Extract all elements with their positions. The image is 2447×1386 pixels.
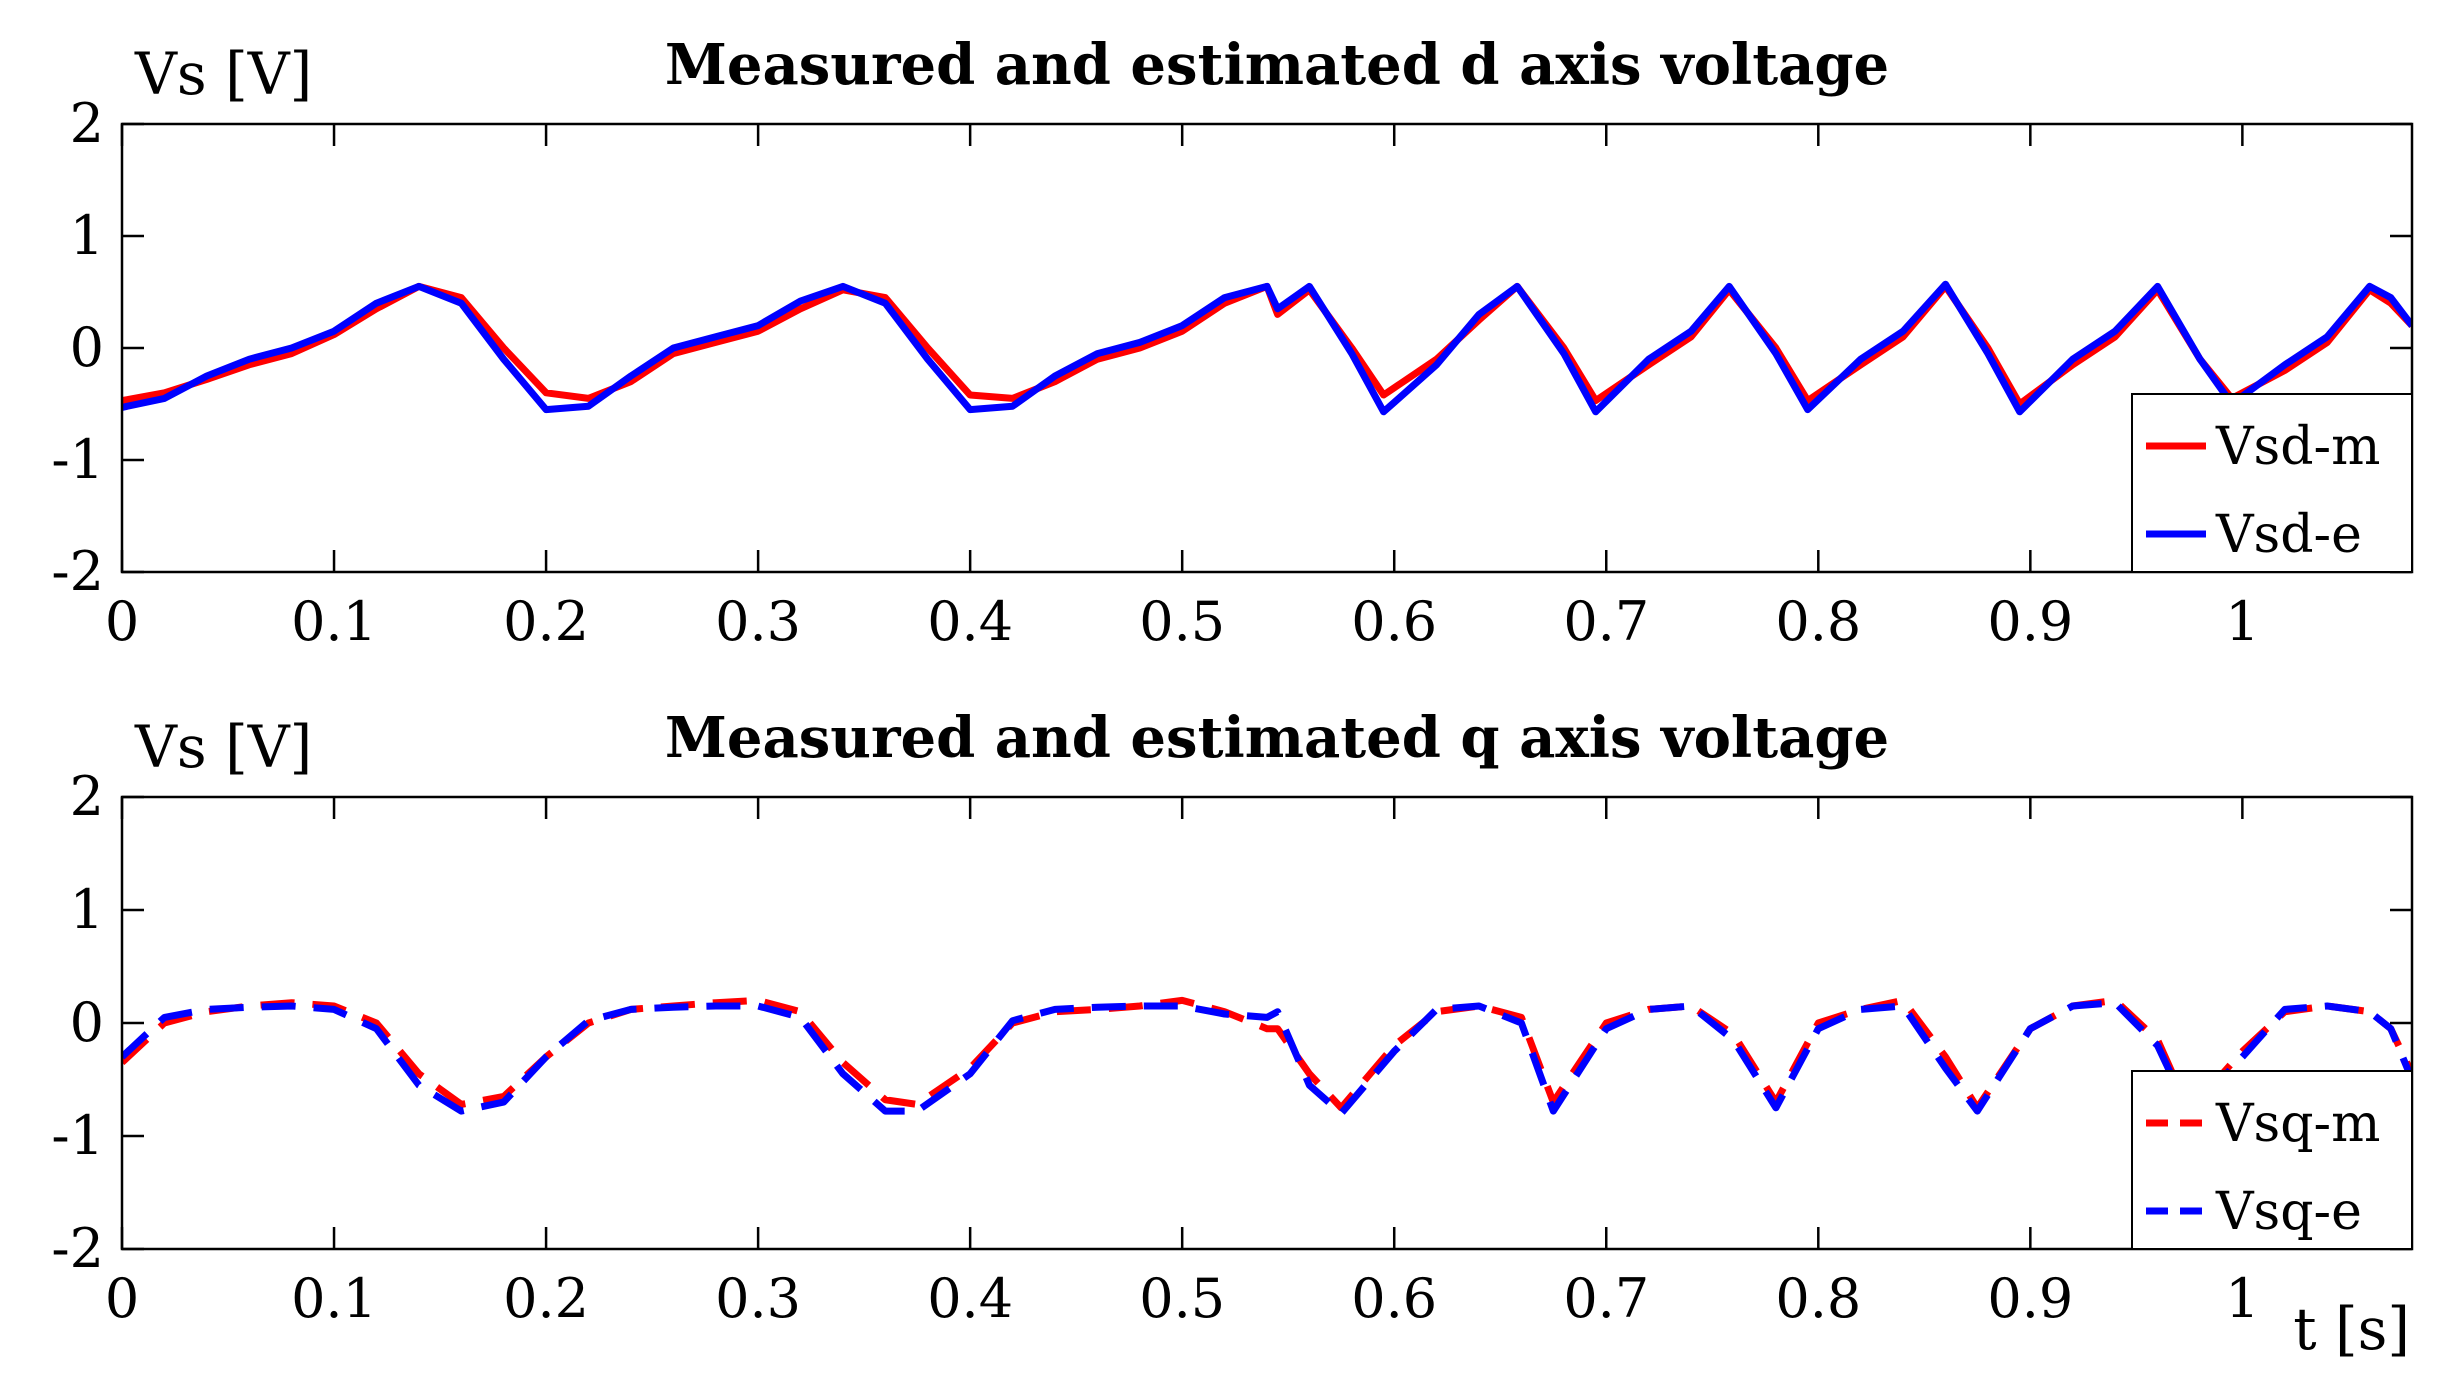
y-axis-label: Vs [V] bbox=[134, 40, 312, 108]
x-tick-label: 0.7 bbox=[1563, 590, 1649, 653]
y-tick-label: -1 bbox=[51, 428, 104, 491]
legend: Vsd-m Vsd-e bbox=[2131, 393, 2413, 573]
chart-panel-2: 0 0.1 0.2 0.3 0.4 0.5 0.6 0.7 0.8 0.9 1 -2 -1 0 1 2 Meas… bbox=[51, 705, 2414, 1363]
series-line-vsq-e bbox=[122, 999, 2412, 1117]
y-tick-label: 1 bbox=[70, 204, 104, 267]
x-tick-label: 0 bbox=[105, 590, 139, 653]
y-tick-label: 0 bbox=[70, 316, 104, 379]
x-tick-label: 0.9 bbox=[1987, 1267, 2073, 1330]
x-tick-label: 0.6 bbox=[1351, 1267, 1437, 1330]
x-tick-label: 0.5 bbox=[1139, 590, 1225, 653]
x-tick-label: 0.4 bbox=[927, 1267, 1013, 1330]
x-tick-label: 0.7 bbox=[1563, 1267, 1649, 1330]
chart-panel-1: 0 0.1 0.2 0.3 0.4 0.5 0.6 0.7 0.8 0.9 1 -2 -1 0 1 2 Meas… bbox=[51, 32, 2414, 653]
legend-label-vsq-e: Vsq-e bbox=[2215, 1182, 2362, 1242]
series-line-vsq-m bbox=[122, 996, 2412, 1115]
x-tick-label: 0.3 bbox=[715, 590, 801, 653]
x-tick-label: 0 bbox=[105, 1267, 139, 1330]
x-tick-label: 0.9 bbox=[1987, 590, 2073, 653]
y-tick-label: 2 bbox=[70, 92, 104, 155]
legend-box bbox=[2131, 1070, 2413, 1250]
x-axis-label: t [s] bbox=[2293, 1295, 2410, 1363]
legend-label-vsq-m: Vsq-m bbox=[2215, 1094, 2380, 1154]
chart-title: Measured and estimated q axis voltage bbox=[665, 705, 1889, 771]
x-tick-label: 0.8 bbox=[1775, 1267, 1861, 1330]
x-tick-label: 0.6 bbox=[1351, 590, 1437, 653]
y-tick-label: -2 bbox=[51, 1217, 104, 1280]
legend-label-vsd-m: Vsd-m bbox=[2215, 417, 2380, 477]
legend-box bbox=[2131, 393, 2413, 573]
x-tick-label: 0.1 bbox=[291, 1267, 377, 1330]
x-tick-label: 0.2 bbox=[503, 590, 589, 653]
y-axis-label: Vs [V] bbox=[134, 713, 312, 781]
x-tick-label: 1 bbox=[2225, 1267, 2259, 1330]
x-tick-label: 0.3 bbox=[715, 1267, 801, 1330]
chart-title: Measured and estimated d axis voltage bbox=[665, 32, 1889, 98]
x-tick-label: 1 bbox=[2225, 590, 2259, 653]
x-tick-label: 0.2 bbox=[503, 1267, 589, 1330]
x-tick-label: 0.5 bbox=[1139, 1267, 1225, 1330]
y-tick-label: 0 bbox=[70, 991, 104, 1054]
x-tick-label: 0.4 bbox=[927, 590, 1013, 653]
plot-frame bbox=[120, 122, 2414, 574]
x-tick-label: 0.8 bbox=[1775, 590, 1861, 653]
legend-label-vsd-e: Vsd-e bbox=[2215, 505, 2362, 565]
y-tick-label: -1 bbox=[51, 1104, 104, 1167]
legend: Vsq-m Vsq-e bbox=[2131, 1070, 2413, 1250]
y-tick-label: 2 bbox=[70, 765, 104, 828]
y-tick-label: -2 bbox=[51, 540, 104, 603]
plot-frame bbox=[120, 795, 2414, 1251]
y-tick-label: 1 bbox=[70, 878, 104, 941]
x-tick-label: 0.1 bbox=[291, 590, 377, 653]
series-line-vsd-e bbox=[122, 280, 2412, 416]
